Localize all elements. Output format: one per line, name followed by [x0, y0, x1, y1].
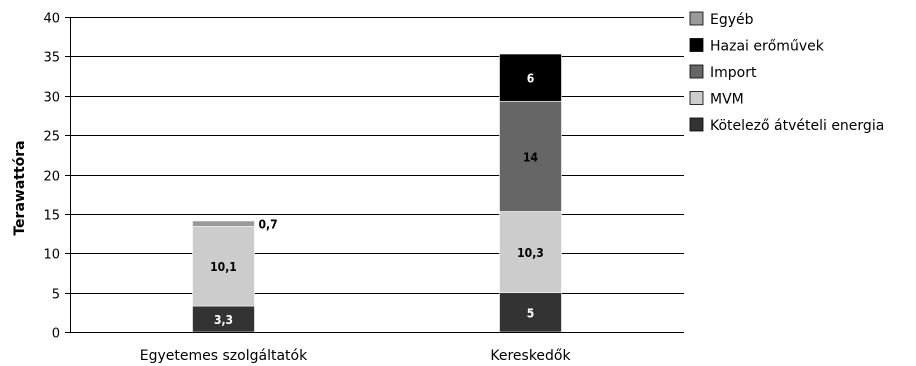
legend: Egyéb Hazai erőművek Import MVM Kötelező átv… [689, 11, 884, 134]
bar-segment [499, 100, 562, 212]
legend-label: Egyéb [710, 12, 754, 28]
y-axis-title: Terawattóra [12, 140, 28, 235]
legend-swatch [689, 91, 704, 105]
y-tick-label: 10 [43, 248, 60, 263]
gridlines [70, 17, 684, 294]
data-label: 5 [527, 306, 535, 320]
bar-segment [499, 211, 562, 293]
y-tick-label: 0 [52, 327, 60, 342]
legend-label: Hazai erőművek [710, 39, 825, 55]
bar-segment [192, 220, 255, 227]
data-labels: 3,3 10,1 0,7 5 10,3 14 6 [210, 72, 544, 327]
y-tick-label: 15 [43, 209, 60, 224]
bar-segment [192, 305, 255, 333]
data-label: 10,1 [210, 260, 237, 274]
y-tick-label: 40 [43, 12, 60, 27]
data-label: 0,7 [259, 218, 278, 232]
y-tick-label: 30 [43, 91, 60, 106]
data-label: 6 [527, 72, 535, 86]
legend-swatch [689, 117, 704, 132]
x-category-label: Kereskedők [490, 348, 571, 364]
legend-label: Import [710, 65, 757, 81]
legend-label: MVM [710, 92, 744, 108]
legend-label: Kötelező átvételi energia [710, 118, 884, 134]
data-label: 10,3 [517, 246, 544, 260]
bar-segment [192, 226, 255, 307]
bars [192, 53, 562, 333]
bar-segment [499, 53, 562, 102]
y-tick-label: 25 [43, 130, 60, 145]
bar-segment [499, 292, 562, 333]
y-tick-label: 35 [43, 51, 60, 66]
y-tick-label: 5 [52, 288, 60, 303]
legend-swatch [689, 38, 704, 52]
y-tick-label: 20 [43, 170, 60, 185]
x-category-label: Egyetemes szolgáltatók [140, 348, 308, 364]
legend-swatch [689, 11, 704, 26]
data-label: 14 [523, 150, 539, 164]
axes: 0 5 10 15 20 25 30 35 40 Egyetemes szolgáltatók Ke… [43, 12, 684, 364]
legend-swatch [689, 64, 704, 79]
data-label: 3,3 [214, 313, 233, 327]
